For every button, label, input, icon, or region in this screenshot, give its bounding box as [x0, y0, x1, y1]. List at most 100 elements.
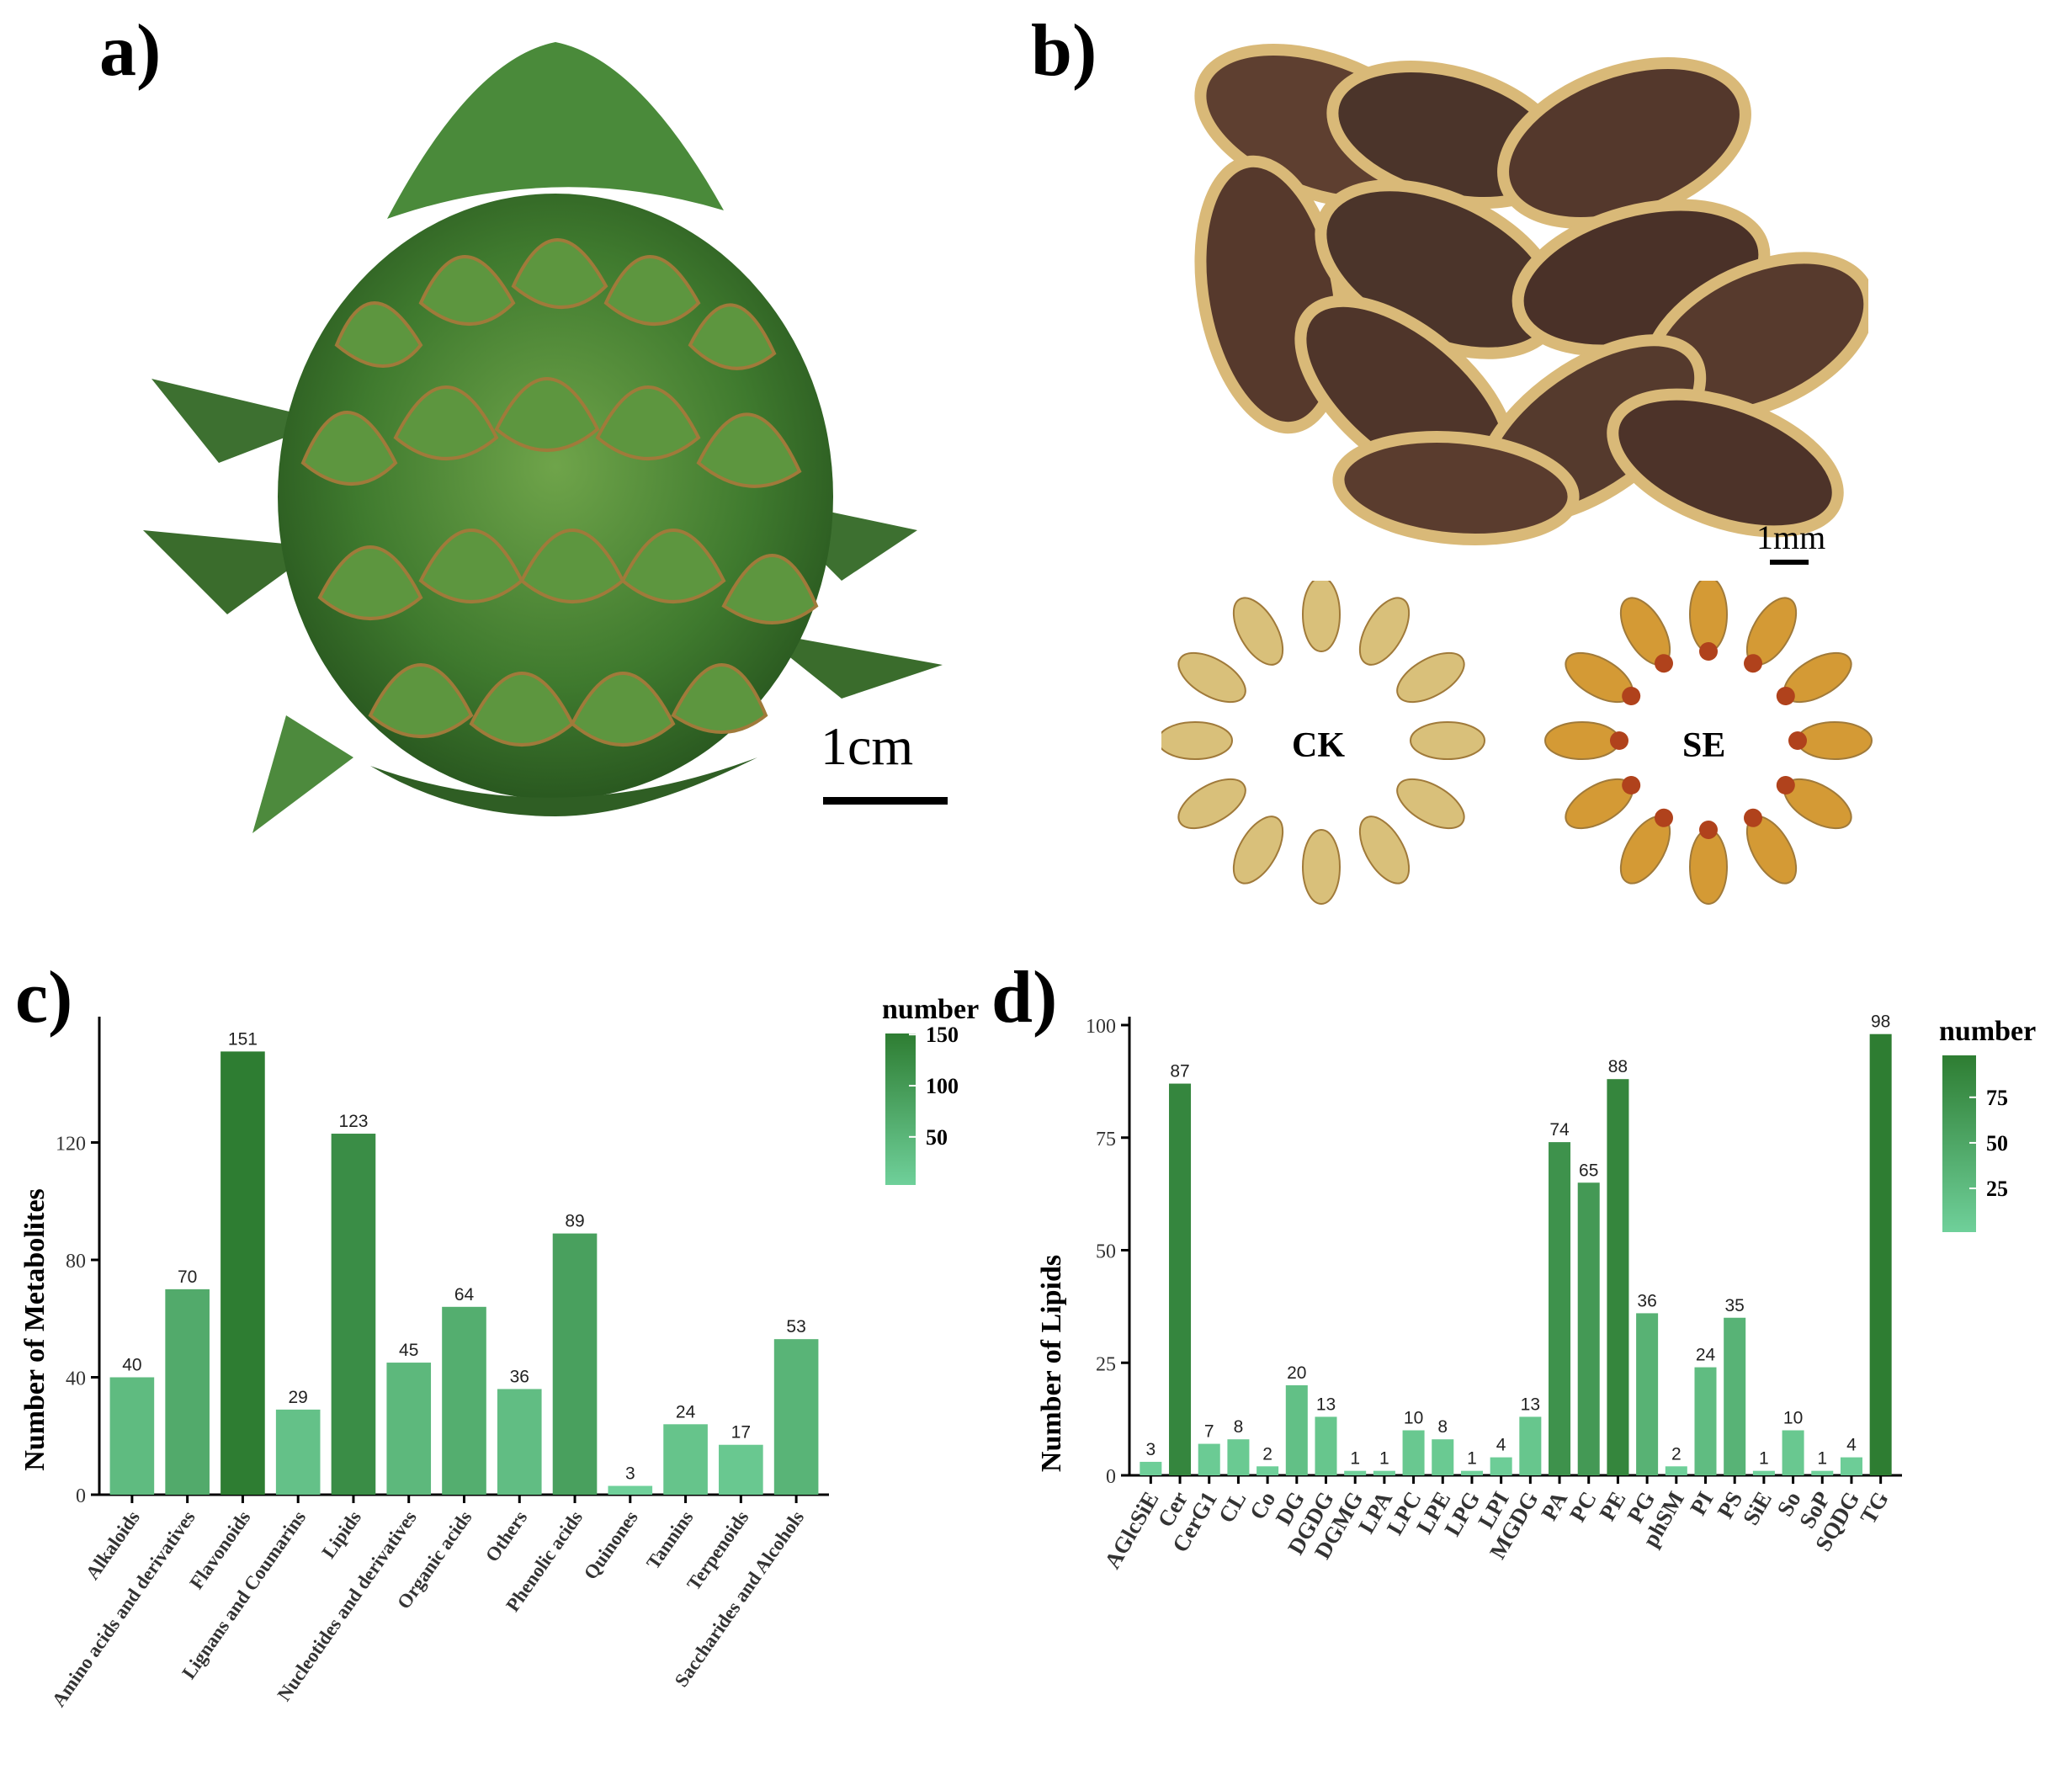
x-tick-label: Tannins: [642, 1506, 698, 1573]
y-axis-label: Number of Metabolites: [19, 1188, 50, 1471]
data-label: 36: [510, 1367, 529, 1386]
legend-colorbar: [1942, 1055, 1976, 1232]
bar-cl: [1227, 1439, 1250, 1475]
x-tick-label: CL: [1214, 1487, 1251, 1527]
data-label: 10: [1404, 1409, 1423, 1428]
seed: [1776, 776, 1852, 830]
y-tick-label: 40: [66, 1368, 86, 1390]
seed: [1396, 651, 1465, 704]
panel-label-a: a): [99, 10, 162, 92]
y-tick-label: 75: [1096, 1129, 1116, 1150]
seed: [1161, 721, 1233, 760]
seed: [1744, 597, 1798, 673]
data-label: 64: [454, 1285, 475, 1304]
data-label: 4: [1846, 1436, 1857, 1455]
data-label: 20: [1287, 1363, 1306, 1383]
y-tick-label: 120: [56, 1134, 86, 1156]
scale-bar-a: [823, 797, 948, 805]
data-label: 2: [1262, 1444, 1272, 1464]
data-label: 70: [178, 1267, 197, 1287]
data-label: 1: [1817, 1449, 1827, 1469]
data-label: 40: [122, 1356, 141, 1375]
seed: [1410, 721, 1485, 760]
data-label: 29: [289, 1388, 308, 1407]
panel-label-b: b): [1031, 10, 1097, 92]
seed: [1619, 808, 1673, 885]
bar-pa: [1549, 1142, 1571, 1475]
seed: [1689, 821, 1728, 905]
panel-label-d: d): [991, 957, 1058, 1039]
data-label: 1: [1759, 1449, 1769, 1469]
data-label: 53: [786, 1317, 805, 1336]
data-label: 65: [1579, 1161, 1598, 1180]
scale-label-b: 1mm: [1756, 518, 1826, 556]
seed: [1396, 778, 1465, 830]
data-label: 89: [565, 1212, 584, 1231]
x-tick-label: Others: [481, 1506, 531, 1565]
data-label: 1: [1350, 1449, 1360, 1469]
ring-label-se: SE: [1682, 726, 1726, 765]
data-label: 36: [1637, 1291, 1656, 1310]
y-axis-label: Number of Lipids: [1036, 1255, 1067, 1472]
seed: [1177, 778, 1246, 830]
data-label: 24: [1696, 1346, 1716, 1365]
bar-lipids: [331, 1134, 376, 1495]
data-label: 13: [1521, 1395, 1540, 1414]
y-tick-label: 80: [66, 1251, 86, 1273]
legend-title: number: [1939, 1016, 2036, 1047]
legend-tick-label: 75: [1986, 1086, 2008, 1110]
legend-tick-label: 50: [1986, 1131, 2008, 1156]
seed: [1544, 721, 1628, 760]
bar-lpe: [1432, 1439, 1454, 1475]
bar-phsm: [1665, 1466, 1687, 1475]
bar-lpg: [1460, 1470, 1483, 1475]
x-tick-label: PE: [1594, 1487, 1630, 1525]
data-label: 45: [399, 1341, 418, 1360]
bar-sie: [1752, 1470, 1775, 1475]
x-tick-label: PI: [1685, 1487, 1718, 1519]
data-label: 4: [1496, 1436, 1506, 1455]
legend-tick-label: 150: [926, 1023, 959, 1047]
bar-lpa: [1373, 1470, 1395, 1475]
data-label: 1: [1467, 1449, 1477, 1469]
bar-tannins: [663, 1424, 708, 1495]
bar-sop: [1811, 1470, 1834, 1475]
y-tick-label: 25: [1096, 1353, 1116, 1375]
data-label: 24: [676, 1402, 696, 1421]
bar-ps: [1724, 1317, 1746, 1475]
y-tick-label: 100: [1086, 1016, 1116, 1038]
data-label: 151: [228, 1029, 258, 1049]
bar-lpi: [1490, 1457, 1512, 1475]
x-tick-label: Lipids: [318, 1506, 365, 1562]
bar-cerg1: [1198, 1443, 1220, 1475]
data-label: 13: [1316, 1395, 1336, 1414]
data-label: 2: [1671, 1444, 1682, 1464]
bar-terpenoids: [719, 1444, 763, 1495]
bar-pi: [1694, 1367, 1717, 1475]
scale-label-a: 1cm: [821, 716, 914, 776]
bar-dgmg: [1344, 1470, 1367, 1475]
ring-label-ck: CK: [1292, 726, 1345, 765]
data-label: 10: [1783, 1409, 1803, 1428]
germination-rings: [1161, 581, 1873, 905]
seed: [1177, 651, 1246, 704]
bar-saccharides-and-alcohols: [773, 1339, 819, 1495]
bar-pe: [1607, 1079, 1629, 1475]
bar-dg: [1285, 1385, 1308, 1475]
data-label: 88: [1608, 1057, 1628, 1076]
data-label: 1: [1379, 1449, 1389, 1469]
data-label: 8: [1437, 1417, 1448, 1437]
bar-nucleotides-and-derivatives: [386, 1363, 432, 1495]
x-tick-label: SiE: [1738, 1487, 1777, 1529]
legend-tick-label: 100: [926, 1074, 959, 1098]
data-label: 17: [731, 1423, 751, 1443]
seed: [1565, 776, 1641, 830]
bar-co: [1256, 1466, 1279, 1475]
bar-organic-acids: [442, 1306, 486, 1495]
bar-alkaloids: [109, 1377, 155, 1495]
scale-bar-b: [1770, 560, 1809, 565]
data-label: 87: [1170, 1062, 1189, 1081]
seed: [1776, 651, 1852, 705]
bar-so: [1782, 1430, 1804, 1475]
artichoke-photo: [143, 42, 943, 833]
